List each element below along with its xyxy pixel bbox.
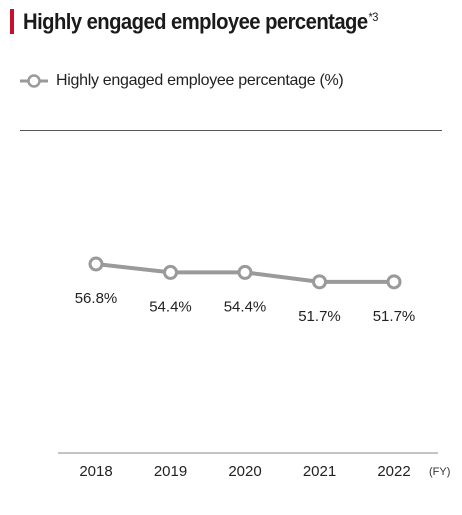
chart-title: Highly engaged employee percentage*3 — [23, 8, 378, 35]
legend-line-marker-icon — [20, 74, 48, 88]
footnote-mark: *3 — [368, 9, 378, 24]
data-label-2022: 51.7% — [373, 308, 416, 325]
chart-title-text: Highly engaged employee percentage — [23, 9, 368, 34]
data-point-2020 — [237, 264, 253, 280]
data-point-2019 — [163, 264, 178, 280]
x-tick-label-2021: 2021 — [303, 463, 336, 480]
title-accent-bar — [10, 9, 14, 34]
chart-legend: Highly engaged employee percentage (%) — [20, 72, 344, 90]
x-tick-label-2018: 2018 — [79, 463, 112, 480]
x-tick-label-2022: 2022 — [377, 463, 410, 480]
x-axis-unit-label: (FY) — [429, 466, 450, 478]
data-label-2021: 51.7% — [298, 308, 341, 325]
data-label-2020: 54.4% — [224, 298, 267, 315]
data-label-2018: 56.8% — [75, 290, 118, 307]
legend-label: Highly engaged employee percentage (%) — [56, 72, 344, 89]
data-point-2018 — [88, 256, 104, 272]
chart-title-block: Highly engaged employee percentage*3 — [10, 8, 409, 35]
data-point-2021 — [312, 274, 327, 290]
data-label-2019: 54.4% — [149, 298, 192, 315]
top-divider — [20, 130, 442, 131]
x-tick-label-2019: 2019 — [154, 463, 187, 480]
x-tick-label-2020: 2020 — [228, 463, 261, 480]
data-point-2022 — [386, 274, 402, 290]
